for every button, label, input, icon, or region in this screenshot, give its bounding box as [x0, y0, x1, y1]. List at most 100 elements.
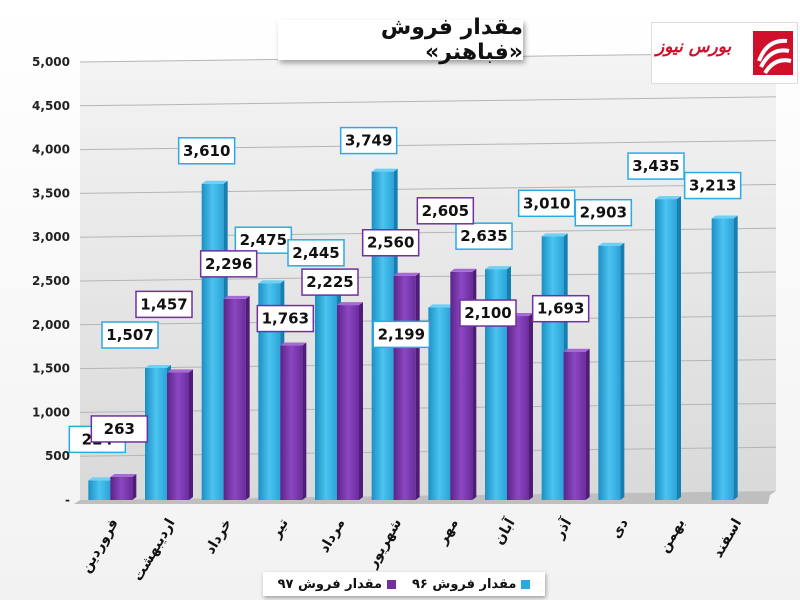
bar-1-0 — [110, 476, 133, 500]
bar-top-1-4 — [337, 302, 363, 306]
data-label-box-1-7 — [459, 299, 517, 327]
bar-top-1-1 — [167, 369, 193, 373]
x-tick-label: فروردین — [78, 516, 122, 576]
data-label-box-0-6 — [372, 320, 431, 349]
bar-side-1-8 — [585, 348, 590, 500]
data-label-box-1-5 — [361, 228, 420, 257]
bar-1-3 — [280, 345, 303, 500]
data-label-0-10: 3,435 — [632, 157, 679, 175]
logo-mark-icon — [753, 31, 793, 75]
bar-top-0-3 — [258, 280, 285, 284]
bar-0-9 — [598, 245, 621, 500]
bar-0-11 — [711, 218, 734, 500]
data-label-1-8: 1,693 — [537, 300, 584, 318]
data-label-0-1: 1,507 — [106, 326, 153, 344]
data-label-box-0-11 — [683, 171, 742, 200]
bar-top-0-9 — [598, 242, 625, 246]
bar-side-1-5 — [415, 272, 420, 500]
bar-0-1 — [145, 367, 167, 500]
bar-side-1-7 — [529, 313, 533, 500]
data-label-0-8: 3,010 — [523, 194, 570, 212]
bar-1-2 — [223, 298, 246, 500]
data-label-box-1-1 — [135, 290, 193, 319]
bar-top-0-8 — [541, 233, 568, 237]
chart-legend: مقدار فروش ۹۶ مقدار فروش ۹۷ — [263, 572, 545, 596]
data-label-box-1-0 — [90, 415, 149, 443]
gridline — [79, 183, 777, 194]
data-label-1-0: 263 — [104, 420, 135, 438]
bar-top-0-11 — [711, 215, 738, 219]
brand-logo: بورس نیوز — [651, 22, 798, 84]
x-tick-label: تیر — [268, 516, 292, 542]
legend-item-97: مقدار فروش ۹۷ — [278, 577, 396, 592]
legend-label-97: مقدار فروش ۹۷ — [277, 576, 382, 592]
data-label-box-0-5 — [339, 126, 398, 155]
bar-0-6 — [428, 307, 451, 500]
legend-label-96: مقدار فروش ۹۶ — [412, 576, 517, 592]
y-tick-label: 5,000 — [32, 55, 70, 69]
bar-top-0-5 — [371, 168, 398, 172]
bar-1-6 — [450, 271, 473, 500]
data-label-0-9: 2,903 — [580, 204, 627, 222]
bar-top-1-3 — [280, 342, 307, 346]
data-label-box-1-2 — [199, 250, 258, 278]
data-label-box-1-6 — [416, 197, 475, 225]
data-label-1-5: 2,560 — [367, 234, 414, 252]
data-label-box-0-2 — [177, 137, 236, 165]
bar-side-1-0 — [132, 473, 137, 500]
bar-top-1-6 — [450, 268, 477, 272]
x-tick-label: آذر — [549, 514, 576, 542]
data-label-box-0-10 — [627, 152, 685, 180]
x-tick-label: اسفند — [710, 516, 745, 561]
data-label-box-1-8 — [531, 294, 590, 323]
data-label-0-6: 2,199 — [378, 325, 425, 343]
bar-side-1-4 — [359, 302, 363, 500]
bar-0-2 — [201, 183, 224, 500]
y-tick-label: 1,000 — [32, 405, 70, 419]
y-tick-label: 500 — [45, 449, 70, 463]
data-label-0-3: 2,475 — [240, 231, 287, 249]
bar-top-1-0 — [110, 473, 137, 477]
bar-top-1-5 — [393, 272, 420, 276]
y-tick-label: 4,000 — [32, 143, 70, 157]
x-tick-label: مرداد — [316, 516, 348, 556]
bar-0-7 — [485, 269, 507, 500]
chart-title: مقدار فروش «فباهنر» — [278, 15, 523, 65]
y-tick-label: 1,500 — [32, 362, 70, 376]
y-tick-label: 3,000 — [32, 230, 70, 244]
bar-1-4 — [337, 305, 359, 500]
data-label-0-7: 2,635 — [460, 227, 507, 245]
data-label-0-11: 3,213 — [689, 177, 736, 195]
bar-side-1-3 — [302, 342, 307, 500]
data-label-0-5: 3,749 — [345, 132, 392, 150]
data-label-1-1: 1,457 — [140, 295, 187, 313]
bar-top-0-7 — [485, 266, 511, 270]
logo-text: بورس نیوز — [656, 37, 732, 57]
legend-swatch-97 — [387, 579, 396, 589]
bar-1-1 — [167, 372, 189, 500]
data-label-box-0-8 — [517, 189, 576, 218]
bar-0-3 — [258, 283, 281, 500]
bar-1-5 — [393, 275, 416, 500]
data-label-1-2: 2,296 — [205, 255, 252, 273]
data-label-box-1-4 — [301, 268, 359, 296]
y-tick-label: 3,500 — [32, 186, 70, 200]
y-tick-label: 2,000 — [32, 318, 70, 332]
bar-top-0-6 — [428, 304, 455, 308]
gridline — [79, 96, 777, 107]
data-label-box-0-4 — [287, 239, 345, 267]
data-label-box-0-1 — [101, 321, 159, 349]
x-tick-label: شهریور — [364, 516, 405, 571]
x-tick-label: بهمن — [656, 516, 688, 556]
x-tick-label: خرداد — [202, 516, 235, 557]
data-label-1-7: 2,100 — [464, 304, 511, 322]
bar-side-1-1 — [189, 369, 193, 500]
bar-top-0-2 — [201, 180, 228, 184]
bar-top-0-1 — [145, 364, 171, 368]
legend-item-96: مقدار فروش ۹۶ — [412, 576, 531, 592]
data-label-0-4: 2,445 — [292, 244, 339, 262]
data-label-1-3: 1,763 — [262, 310, 309, 328]
data-label-box-0-9 — [574, 198, 633, 227]
